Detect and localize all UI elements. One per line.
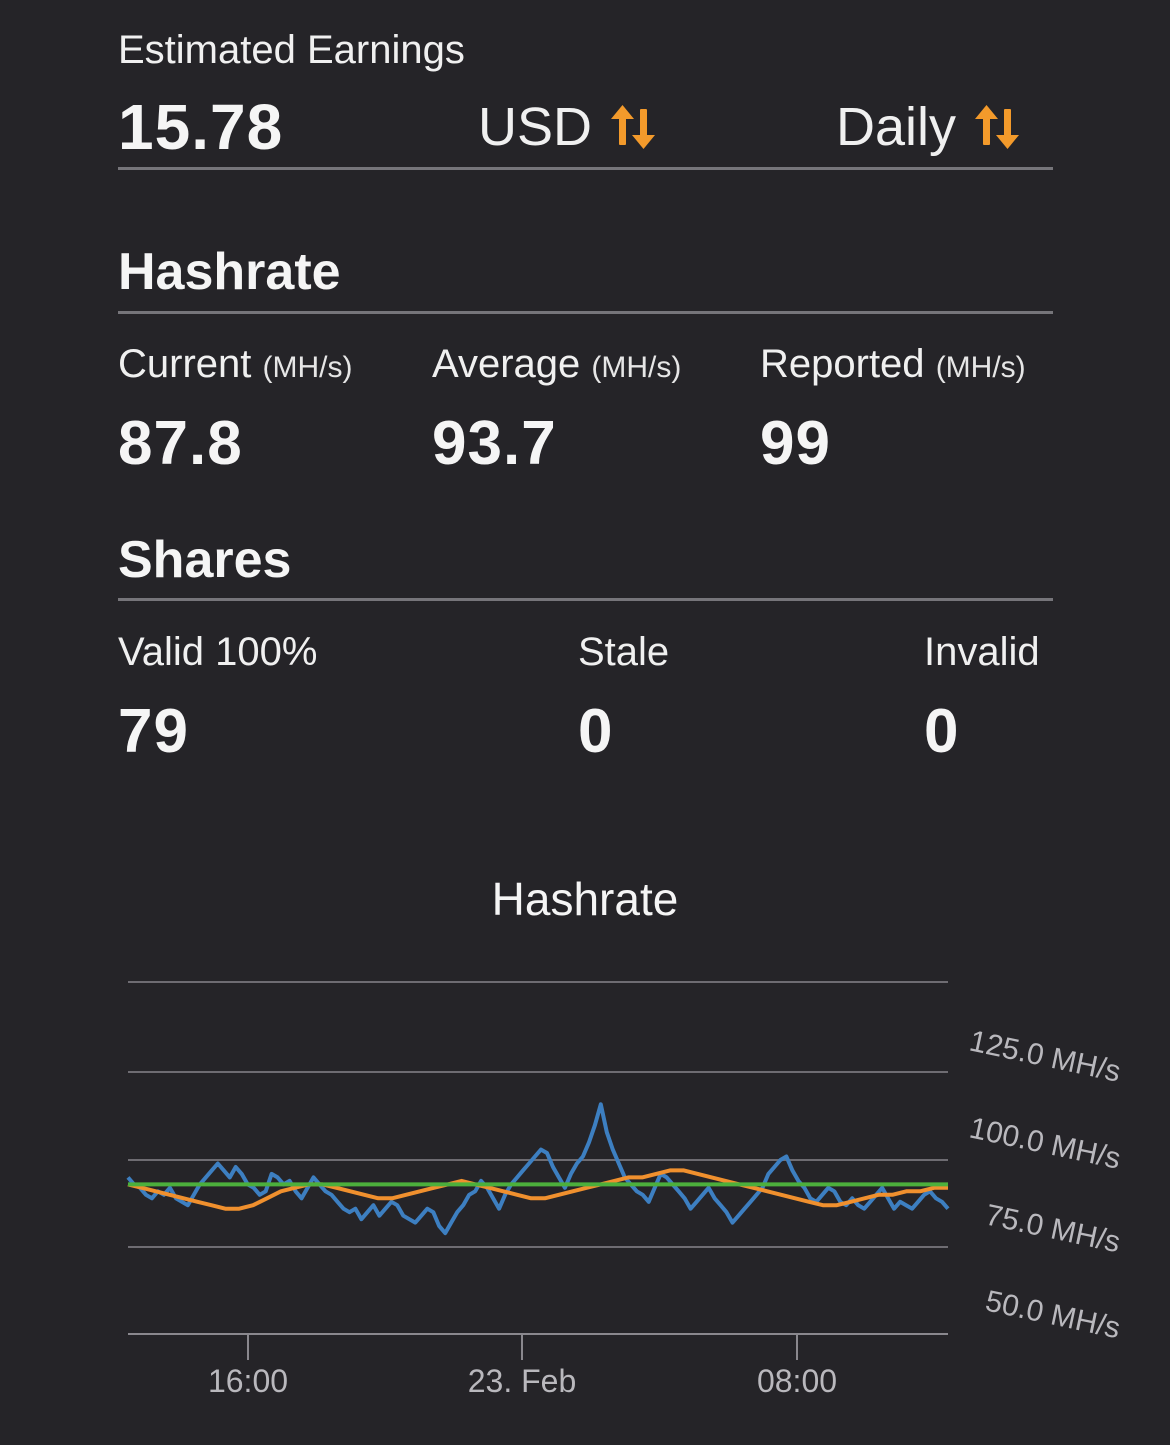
x-axis-labels: 16:00 23. Feb 08:00 [208, 1334, 837, 1399]
currency-label: USD [478, 97, 593, 157]
average-hashrate-label: Average (MH/s) [432, 342, 681, 387]
x-tick-label: 08:00 [757, 1363, 837, 1399]
average-unit: (MH/s) [591, 351, 682, 384]
chart-series [126, 1102, 950, 1236]
earnings-value: 15.78 [118, 91, 284, 163]
y-axis-labels: 125.0 MH/s 100.0 MH/s 75.0 MH/s 50.0 MH/s [967, 1025, 1124, 1346]
current-label-text: Current [118, 342, 252, 386]
hashrate-chart[interactable]: 125.0 MH/s 100.0 MH/s 75.0 MH/s 50.0 MH/s 1… [0, 940, 1170, 1420]
reported-unit: (MH/s) [935, 351, 1026, 384]
chart-title: Hashrate [491, 873, 679, 925]
stale-shares-label: Stale [578, 630, 670, 674]
y-tick-label: 50.0 MH/s [983, 1285, 1124, 1346]
hashrate-section-title: Hashrate [118, 243, 341, 301]
estimated-earnings-label: Estimated Earnings [118, 28, 465, 72]
current-hashrate-label: Current (MH/s) [118, 342, 353, 387]
x-tick-label: 16:00 [208, 1363, 288, 1399]
divider [118, 598, 1053, 601]
currency-selector[interactable]: USD [478, 96, 656, 158]
y-tick-label: 125.0 MH/s [967, 1025, 1124, 1089]
average-hashrate-line [127, 1168, 948, 1211]
valid-shares-value: 79 [118, 697, 189, 766]
shares-section-title: Shares [118, 531, 292, 589]
stale-shares-value: 0 [578, 697, 614, 766]
average-hashrate-value: 93.7 [432, 409, 557, 478]
reported-label-text: Reported [760, 342, 925, 386]
y-tick-label: 100.0 MH/s [967, 1112, 1124, 1176]
sort-arrows-icon [974, 103, 1020, 151]
current-unit: (MH/s) [262, 351, 353, 384]
period-selector[interactable]: Daily [836, 96, 1020, 158]
period-label: Daily [836, 97, 957, 157]
current-hashrate-value: 87.8 [118, 409, 243, 478]
reported-hashrate-label: Reported (MH/s) [760, 342, 1026, 387]
invalid-shares-value: 0 [924, 697, 960, 766]
divider [118, 311, 1053, 314]
average-label-text: Average [432, 342, 581, 386]
x-tick-label: 23. Feb [468, 1363, 577, 1399]
divider [118, 167, 1053, 170]
valid-shares-label: Valid 100% [118, 630, 318, 674]
sort-arrows-icon [610, 103, 656, 151]
invalid-shares-label: Invalid [924, 630, 1040, 674]
y-tick-label: 75.0 MH/s [983, 1199, 1124, 1260]
reported-hashrate-value: 99 [760, 409, 831, 478]
current-hashrate-line [126, 1102, 950, 1236]
chart-gridlines [128, 981, 948, 1335]
